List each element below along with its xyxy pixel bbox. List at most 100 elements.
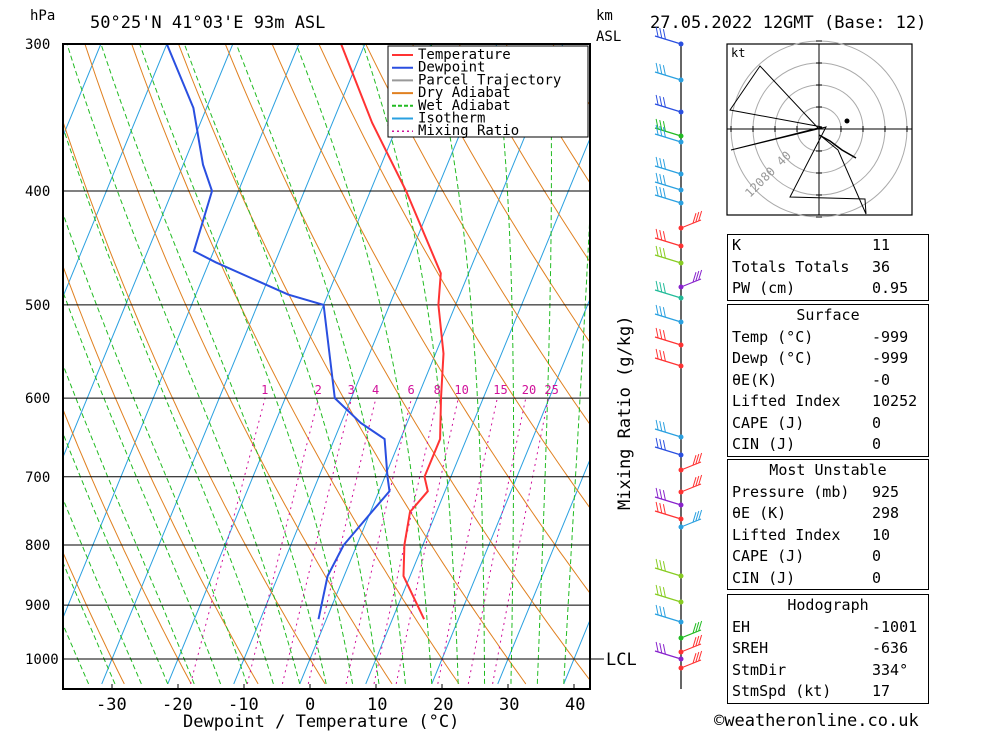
- surface-row-label: CIN (J): [732, 435, 796, 453]
- mu-row-label: Pressure (mb): [732, 482, 850, 501]
- mixing-ratio-axis-label: Mixing Ratio (g/kg): [615, 316, 635, 510]
- wind-barb-flag: [662, 188, 666, 199]
- surface-title: Surface: [796, 306, 860, 324]
- surface-row-value: 10252: [872, 392, 918, 410]
- copyright: ©weatheronline.co.uk: [714, 711, 919, 731]
- wind-barb-flag: [655, 62, 659, 74]
- wet-adiabat-line: [63, 125, 274, 685]
- wet-adiabat-line: [235, 44, 406, 684]
- legend-label: Parcel Trajectory: [418, 72, 561, 88]
- legend-label: Isotherm: [418, 111, 485, 127]
- wind-barb-flag: [655, 245, 659, 257]
- mixing-ratio-labels: 1 2 3 4 6 8 10 15 20 25: [261, 383, 559, 397]
- wind-barb-flag: [692, 455, 697, 466]
- wind-barb-flag: [662, 504, 666, 515]
- mixing-ratio-label: 3: [348, 383, 355, 397]
- height-unit: km: [596, 8, 613, 24]
- wind-barb-flag: [662, 65, 666, 76]
- wet-adiabat-line: [295, 44, 433, 684]
- dry-adiabat-line: [63, 264, 259, 685]
- wet-adiabat-line: [139, 44, 354, 685]
- surface-row-value: 0: [872, 435, 882, 453]
- wind-barb: [680, 483, 702, 493]
- wind-barb-flag: [659, 173, 663, 185]
- isotherm-line: [63, 44, 102, 138]
- wet-adiabat-line: [63, 212, 248, 685]
- wind-barb: [680, 629, 702, 639]
- surface-row-label: θE(K): [732, 370, 778, 389]
- wind-barb-flag: [655, 641, 659, 653]
- wind-barb: [680, 643, 702, 653]
- wind-barb-flag: [695, 211, 700, 223]
- hodo-row-label: SREH: [732, 639, 769, 657]
- wind-barb: [654, 194, 682, 204]
- pressure-ticks: 300 400 500 600 700 800 900 1000: [25, 37, 59, 668]
- isotherm-line: [63, 44, 300, 619]
- temp-tick-label: 0: [305, 695, 315, 715]
- dry-adiabat-line: [271, 44, 590, 595]
- location-title: 50°25'N 41°03'E 93m ASL: [90, 13, 325, 33]
- wind-barb-flag: [692, 623, 697, 634]
- mu-row-label: CAPE (J): [732, 547, 805, 565]
- mixing-ratio-line: [492, 398, 549, 684]
- hodograph-unit: kt: [731, 46, 745, 60]
- mixing-ratio-line: [437, 397, 498, 685]
- wet-adiabat-line: [63, 290, 222, 685]
- wind-barb-flag: [655, 437, 659, 449]
- wind-barb: [654, 35, 682, 45]
- wind-barb: [654, 510, 682, 520]
- wind-barb-flag: [662, 231, 666, 242]
- wind-barb-flag: [662, 440, 666, 451]
- wind-barb: [654, 289, 682, 299]
- wind-barb-flag: [662, 121, 666, 132]
- wind-barb-flag: [662, 283, 666, 294]
- wind-barb-flag: [692, 512, 697, 523]
- height-unit-asl: ASL: [596, 29, 621, 45]
- mixing-ratio-line: [246, 397, 320, 685]
- wind-barb-flag: [662, 248, 666, 259]
- mu-row-label: Lifted Index: [732, 525, 841, 544]
- pressure-tick-label: 700: [25, 470, 50, 486]
- wind-barb-flag: [655, 584, 659, 596]
- wind-barb-flag: [698, 509, 703, 521]
- wind-barb-flag: [692, 637, 697, 648]
- wet-adiabat-line: [563, 203, 590, 684]
- wind-barb-flag: [655, 487, 659, 499]
- wind-barb-flag: [662, 587, 666, 598]
- isotherm-line: [167, 44, 432, 685]
- k-index-value: 11: [872, 236, 891, 254]
- wind-barb: [654, 254, 682, 264]
- wind-barb-flag: [695, 651, 700, 663]
- wind-barb-flag: [655, 118, 659, 130]
- wind-barb-flag: [659, 186, 663, 198]
- wind-barb: [654, 103, 682, 113]
- dry-adiabat-line: [365, 44, 590, 426]
- dry-adiabat-line: [412, 44, 590, 344]
- wind-barb-flag: [662, 97, 666, 108]
- wind-barb-flag: [692, 213, 697, 224]
- dry-adiabat-line: [178, 44, 527, 685]
- hodo-row-value: -636: [872, 639, 909, 657]
- wet-adiabat-line: [63, 561, 116, 685]
- wind-barb: [654, 313, 682, 323]
- dewpoint-line: [165, 44, 391, 620]
- pressure-tick-label: 800: [25, 538, 50, 554]
- wind-barb-flag: [662, 159, 666, 170]
- mixing-ratio-label: 2: [315, 383, 322, 397]
- surface-row-value: -0: [872, 370, 891, 389]
- wind-barb-flag: [698, 269, 703, 281]
- wind-barb: [654, 133, 682, 143]
- dry-adiabat-line: [458, 44, 590, 263]
- wind-barb-flag: [659, 328, 663, 340]
- wind-barb-flag: [659, 95, 663, 107]
- wind-barb: [654, 336, 682, 346]
- temp-tick-label: 30: [499, 695, 519, 715]
- dry-adiabat-line: [63, 408, 192, 685]
- wind-barb-flag: [695, 475, 700, 487]
- wind-barb-flag: [659, 585, 663, 597]
- wind-barb-flag: [662, 490, 666, 501]
- isotherm-line: [299, 44, 564, 685]
- wind-barb-flag: [698, 210, 703, 222]
